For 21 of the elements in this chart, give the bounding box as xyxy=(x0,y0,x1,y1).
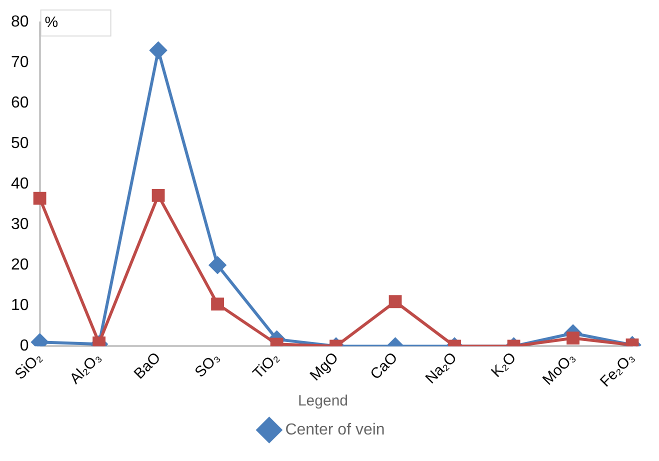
y-tick-label: 50 xyxy=(11,134,29,152)
y-tick-label: 70 xyxy=(11,54,29,71)
y-tick-label: 10 xyxy=(11,297,29,314)
x-tick-label: SO₃ xyxy=(192,349,224,381)
y-tick-label: 0 xyxy=(20,338,29,355)
legend-title: Legend xyxy=(298,392,348,410)
point xyxy=(152,189,165,202)
y-tick-label: 60 xyxy=(11,94,29,112)
point xyxy=(33,192,46,205)
point xyxy=(209,256,226,274)
x-tick-label: BaO xyxy=(130,349,164,383)
y-tick-label: 40 xyxy=(11,176,29,193)
point xyxy=(92,336,106,346)
x-tick-label: CaO xyxy=(367,349,402,384)
y-tick-label: 20 xyxy=(11,256,29,274)
y-axis-title: % xyxy=(44,14,58,32)
legend-label: Center of vein xyxy=(285,421,385,438)
x-tick-label: K₂O xyxy=(488,349,520,381)
y-tick-label: 30 xyxy=(11,216,29,234)
x-tick-label: TiO₂ xyxy=(250,349,283,382)
y-tick-label: 80 xyxy=(11,13,29,30)
